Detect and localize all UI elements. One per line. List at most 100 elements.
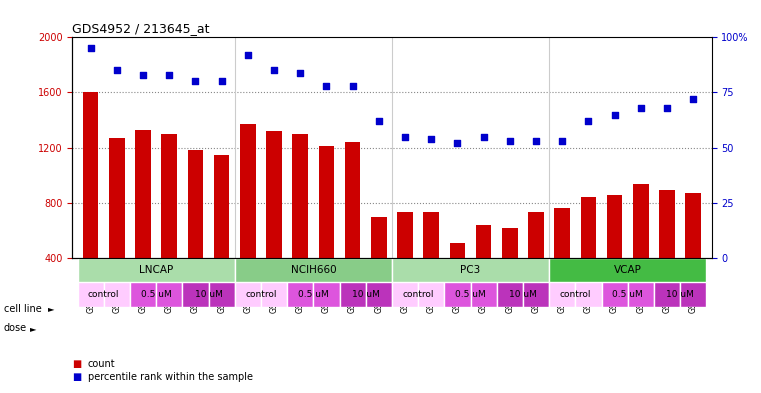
Text: ►: ►	[30, 324, 37, 332]
Point	[242, 52, 254, 58]
Text: control: control	[88, 290, 119, 299]
Bar	[339, 282, 366, 307]
Point	[295, 70, 307, 76]
Text: 0.5 uM: 0.5 uM	[455, 290, 486, 299]
Point	[556, 138, 568, 144]
Text: control: control	[403, 290, 434, 299]
Bar	[575, 282, 601, 307]
Text: 10 uM: 10 uM	[666, 290, 694, 299]
Point	[609, 112, 621, 118]
Bar	[654, 282, 680, 307]
Bar	[607, 195, 622, 313]
Point	[137, 72, 149, 78]
Text: 10 uM: 10 uM	[352, 290, 380, 299]
Bar	[187, 151, 203, 313]
Point	[320, 83, 333, 89]
Text: LNCAP: LNCAP	[139, 265, 174, 275]
Bar	[234, 258, 392, 282]
Bar	[135, 130, 151, 313]
Text: count: count	[88, 358, 115, 369]
Bar	[314, 282, 339, 307]
Bar	[366, 282, 392, 307]
Text: control: control	[245, 290, 277, 299]
Bar	[292, 134, 308, 313]
Point	[163, 72, 175, 78]
Text: 0.5 uM: 0.5 uM	[141, 290, 171, 299]
Text: VCAP: VCAP	[614, 265, 642, 275]
Bar	[581, 197, 597, 313]
Text: ■: ■	[72, 372, 81, 382]
Point	[477, 134, 489, 140]
Bar	[109, 138, 125, 313]
Text: dose: dose	[4, 323, 27, 333]
Bar	[633, 184, 648, 313]
Point	[635, 105, 647, 111]
Bar	[502, 228, 517, 313]
Text: 0.5 uM: 0.5 uM	[613, 290, 643, 299]
Point	[504, 138, 516, 144]
Bar	[319, 146, 334, 313]
Point	[530, 138, 542, 144]
Text: 10 uM: 10 uM	[509, 290, 537, 299]
Bar	[234, 282, 261, 307]
Text: 0.5 uM: 0.5 uM	[298, 290, 329, 299]
Bar	[628, 282, 654, 307]
Bar	[549, 258, 706, 282]
Point	[84, 45, 97, 51]
Bar	[444, 282, 470, 307]
Bar	[78, 258, 234, 282]
Bar	[287, 282, 314, 307]
Point	[268, 67, 280, 73]
Bar	[83, 92, 98, 313]
Bar	[680, 282, 706, 307]
Bar	[392, 282, 418, 307]
Bar	[214, 154, 230, 313]
Point	[399, 134, 411, 140]
Text: percentile rank within the sample: percentile rank within the sample	[88, 372, 253, 382]
Bar	[497, 282, 523, 307]
Point	[189, 78, 202, 84]
Text: control: control	[559, 290, 591, 299]
Bar	[528, 213, 544, 313]
Point	[661, 105, 673, 111]
Text: cell line: cell line	[4, 303, 42, 314]
Bar	[261, 282, 287, 307]
Point	[451, 140, 463, 147]
Bar	[103, 282, 130, 307]
Bar	[266, 131, 282, 313]
Bar	[554, 208, 570, 313]
Bar	[130, 282, 156, 307]
Point	[215, 78, 228, 84]
Bar	[156, 282, 183, 307]
Bar	[183, 282, 209, 307]
Bar	[371, 217, 387, 313]
Bar	[476, 225, 492, 313]
Bar	[78, 282, 103, 307]
Bar	[418, 282, 444, 307]
Bar	[397, 213, 413, 313]
Text: NCIH660: NCIH660	[291, 265, 336, 275]
Text: ■: ■	[72, 358, 81, 369]
Bar	[392, 258, 549, 282]
Point	[687, 96, 699, 102]
Bar	[240, 124, 256, 313]
Bar	[450, 243, 465, 313]
Point	[111, 67, 123, 73]
Text: ►: ►	[48, 304, 55, 313]
Point	[373, 118, 385, 124]
Bar	[345, 142, 361, 313]
Text: 10 uM: 10 uM	[195, 290, 222, 299]
Bar	[523, 282, 549, 307]
Text: PC3: PC3	[460, 265, 481, 275]
Point	[582, 118, 594, 124]
Text: GDS4952 / 213645_at: GDS4952 / 213645_at	[72, 22, 210, 35]
Bar	[470, 282, 497, 307]
Bar	[209, 282, 234, 307]
Bar	[549, 282, 575, 307]
Bar	[659, 191, 675, 313]
Bar	[423, 213, 439, 313]
Bar	[686, 193, 701, 313]
Point	[346, 83, 358, 89]
Bar	[601, 282, 628, 307]
Point	[425, 136, 438, 142]
